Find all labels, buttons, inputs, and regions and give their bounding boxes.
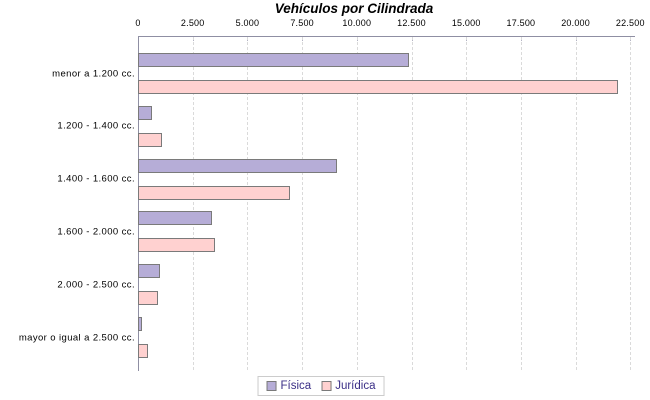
fisica-label: Física: [280, 380, 312, 392]
x-tick-label: 22.500: [615, 18, 645, 28]
x-tick-label: 15.000: [451, 18, 481, 28]
x-tick-label: 20.000: [561, 18, 590, 28]
x-tick-label: 0: [135, 18, 141, 28]
juridica-swatch: [321, 381, 332, 391]
x-tick-label: 7.500: [290, 18, 314, 28]
category-label: mayor o igual a 2.500 cc.: [18, 332, 135, 343]
legend-item-juridica: Jurídica: [321, 380, 375, 392]
bar-fisica: [138, 317, 143, 331]
bar-fisica: [138, 105, 153, 120]
bar-juridica: [138, 132, 163, 147]
y-axis-line: [138, 36, 139, 371]
gridline: [247, 37, 249, 370]
gridline: [466, 37, 468, 370]
bar-juridica: [138, 80, 619, 94]
gridline: [411, 37, 413, 370]
bar-fisica: [138, 158, 338, 173]
category-label: 1.200 - 1.400 cc.: [57, 120, 135, 132]
x-tick-label: 17.500: [506, 18, 536, 28]
category-label: menor a 1.200 cc.: [52, 68, 135, 79]
gridline: [302, 37, 304, 370]
bar-juridica: [138, 344, 148, 358]
category-label: 2.000 - 2.500 cc.: [57, 279, 135, 291]
x-tick-label: 5.000: [235, 18, 260, 28]
gridline: [630, 37, 632, 370]
x-tick-label: 2.500: [180, 18, 205, 28]
bar-juridica: [138, 185, 291, 200]
bar-fisica: [138, 264, 160, 279]
gridline: [356, 37, 358, 370]
fisica-swatch: [266, 381, 277, 391]
juridica-label: Jurídica: [335, 380, 376, 392]
chart-title: Vehículos por Cilindrada: [274, 1, 434, 16]
bar-juridica: [138, 238, 215, 253]
bar-fisica: [138, 211, 213, 226]
x-tick-label: 12.500: [397, 18, 426, 28]
category-label: 1.400 - 1.600 cc.: [57, 173, 135, 185]
gridline: [575, 37, 577, 370]
bar-fisica: [138, 53, 410, 67]
x-tick-label: 10.000: [342, 18, 372, 28]
legend-item-fisica: Física: [266, 380, 312, 392]
bar-juridica: [138, 291, 158, 306]
gridline: [192, 37, 194, 370]
gridline: [520, 37, 522, 370]
x-axis-line: [138, 36, 635, 37]
legend: Física Jurídica: [257, 376, 385, 396]
category-label: 1.600 - 2.000 cc.: [57, 226, 135, 238]
